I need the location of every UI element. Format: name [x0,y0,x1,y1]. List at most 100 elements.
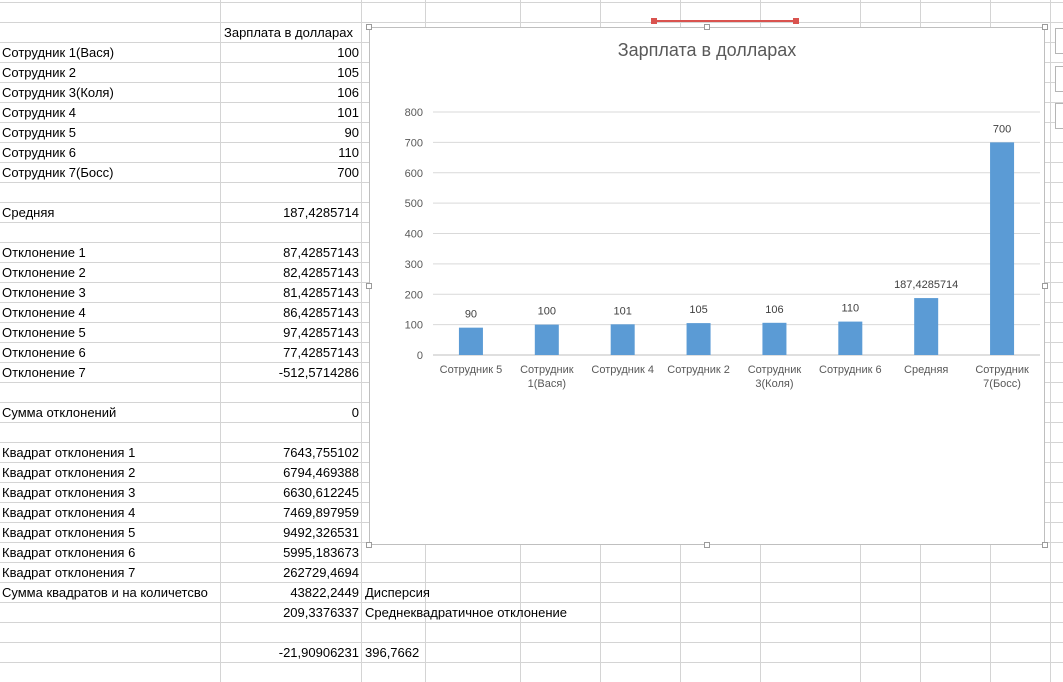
cell-b[interactable]: 100 [337,45,359,60]
cell-b[interactable]: 86,42857143 [283,305,359,320]
cell-b[interactable]: 5995,183673 [283,545,359,560]
cell-a[interactable]: Отклонение 6 [2,345,86,360]
cell-a[interactable]: Сотрудник 4 [2,105,76,120]
cell-a[interactable]: Сотрудник 6 [2,145,76,160]
cell-b[interactable]: 110 [338,145,359,160]
cell-a[interactable]: Отклонение 7 [2,365,86,380]
cell-b[interactable]: 0 [351,405,359,420]
y-tick-label: 600 [405,168,423,180]
chart-elements-button[interactable] [1055,28,1063,54]
cell-b[interactable]: 82,42857143 [283,265,359,280]
gridline-col [220,0,221,682]
chart-bar [610,324,635,355]
cell-c[interactable]: Дисперсия [365,585,430,600]
data-label: 187,4285714 [894,279,958,291]
x-tick-label: Сотрудник [748,364,802,376]
x-tick-label: Сотрудник 6 [819,364,882,376]
gridline-row [0,2,1063,3]
data-label: 110 [842,303,860,315]
cell-b[interactable]: 9492,326531 [283,525,359,540]
cell-b[interactable]: 262729,4694 [283,565,359,580]
resize-handle-right[interactable] [1042,283,1048,289]
x-tick-label: Сотрудник 5 [440,364,503,376]
resize-handle-left[interactable] [366,283,372,289]
chart-bar [990,142,1015,355]
chart-styles-button[interactable] [1055,66,1063,92]
y-tick-label: 700 [405,137,423,149]
cell-b[interactable]: 97,42857143 [283,325,359,340]
cell-a[interactable]: Средняя [2,205,55,220]
data-label: 700 [993,123,1011,135]
chart-bar [838,321,863,355]
chart-bar [762,322,787,355]
y-tick-label: 800 [405,107,423,119]
cell-a[interactable]: Квадрат отклонения 2 [2,465,136,480]
cell-a[interactable]: Отклонение 3 [2,285,86,300]
cell-b[interactable]: 77,42857143 [283,345,359,360]
cell-a[interactable]: Квадрат отклонения 4 [2,505,136,520]
gridline-row [0,22,1063,23]
cell-b[interactable]: 7469,897959 [283,505,359,520]
cell-a[interactable]: Отклонение 1 [2,245,86,260]
cell-a[interactable]: Сотрудник 3(Коля) [2,85,114,100]
range-handle-right[interactable] [793,18,799,24]
cell-b[interactable]: 7643,755102 [283,445,359,460]
cell-a[interactable]: Сумма отклонений [2,405,117,420]
cell-c[interactable]: 396,7662 [365,645,420,660]
resize-handle-top[interactable] [704,24,710,30]
resize-handle-bottom-right[interactable] [1042,542,1048,548]
cell-a[interactable]: Квадрат отклонения 3 [2,485,136,500]
cell-a[interactable]: Квадрат отклонения 7 [2,565,136,580]
x-tick-label: Средняя [904,364,948,376]
cell-a[interactable]: Отклонение 5 [2,325,86,340]
cell-b[interactable]: 209,3376337 [283,605,359,620]
cell-b[interactable]: 87,42857143 [283,245,359,260]
cell-b[interactable]: 6794,469388 [283,465,359,480]
chart-filters-button[interactable] [1055,103,1063,129]
x-tick-label: Сотрудник 4 [591,364,654,376]
cell-a[interactable]: Отклонение 4 [2,305,86,320]
cell-b[interactable]: 43822,2449 [290,585,359,600]
cell-b[interactable]: 81,42857143 [283,285,359,300]
cell-a[interactable]: Сотрудник 5 [2,125,76,140]
x-tick-label: Сотрудник 2 [667,364,730,376]
cell-b[interactable]: 700 [337,165,359,180]
cell-a[interactable]: Квадрат отклонения 6 [2,545,136,560]
cell-a[interactable]: Отклонение 2 [2,265,86,280]
x-tick-label: 7(Босс) [983,378,1021,390]
gridline-row [0,642,1063,643]
x-tick-label: Сотрудник [520,364,574,376]
resize-handle-top-left[interactable] [366,24,372,30]
chart-title: Зарплата в долларах [617,40,797,60]
cell-b[interactable]: 90 [344,125,359,140]
chart-bar [686,323,711,355]
bar-chart[interactable]: Зарплата в долларах 0 100 200 300 400 500 600 7… [369,27,1045,545]
y-tick-label: 200 [405,289,423,301]
range-handle-left[interactable] [651,18,657,24]
cell-a[interactable]: Сотрудник 1(Вася) [2,45,115,60]
cell-a[interactable]: Сотрудник 7(Босс) [2,165,114,180]
chart-plot: 0 100 200 300 400 500 600 700 800 90 Сотрудник 5 10… [405,107,1040,390]
cell-b[interactable]: 6630,612245 [283,485,359,500]
cell-c[interactable]: Среднеквадратичное отклонение [365,605,568,620]
cell-a[interactable]: Квадрат отклонения 5 [2,525,136,540]
data-label: 106 [765,304,783,316]
resize-handle-top-right[interactable] [1042,24,1048,30]
column-b-header[interactable]: Зарплата в долларах [224,25,353,40]
cell-a[interactable]: Квадрат отклонения 1 [2,445,136,460]
y-tick-label: 300 [405,259,423,271]
cell-b[interactable]: 106 [337,85,359,100]
cell-a[interactable]: Сотрудник 2 [2,65,76,80]
cell-b[interactable]: -21,90906231 [278,645,359,660]
resize-handle-bottom-left[interactable] [366,542,372,548]
chart-bar [914,298,939,355]
cell-b[interactable]: 105 [337,65,359,80]
cell-b[interactable]: 187,4285714 [283,205,359,220]
cell-b[interactable]: -512,5714286 [278,365,359,380]
gridline-row [0,562,1063,563]
cell-a[interactable]: Сумма квадратов и на количетсво [2,585,208,600]
cell-b[interactable]: 101 [337,105,359,120]
x-tick-label: 3(Коля) [755,378,793,390]
resize-handle-bottom[interactable] [704,542,710,548]
